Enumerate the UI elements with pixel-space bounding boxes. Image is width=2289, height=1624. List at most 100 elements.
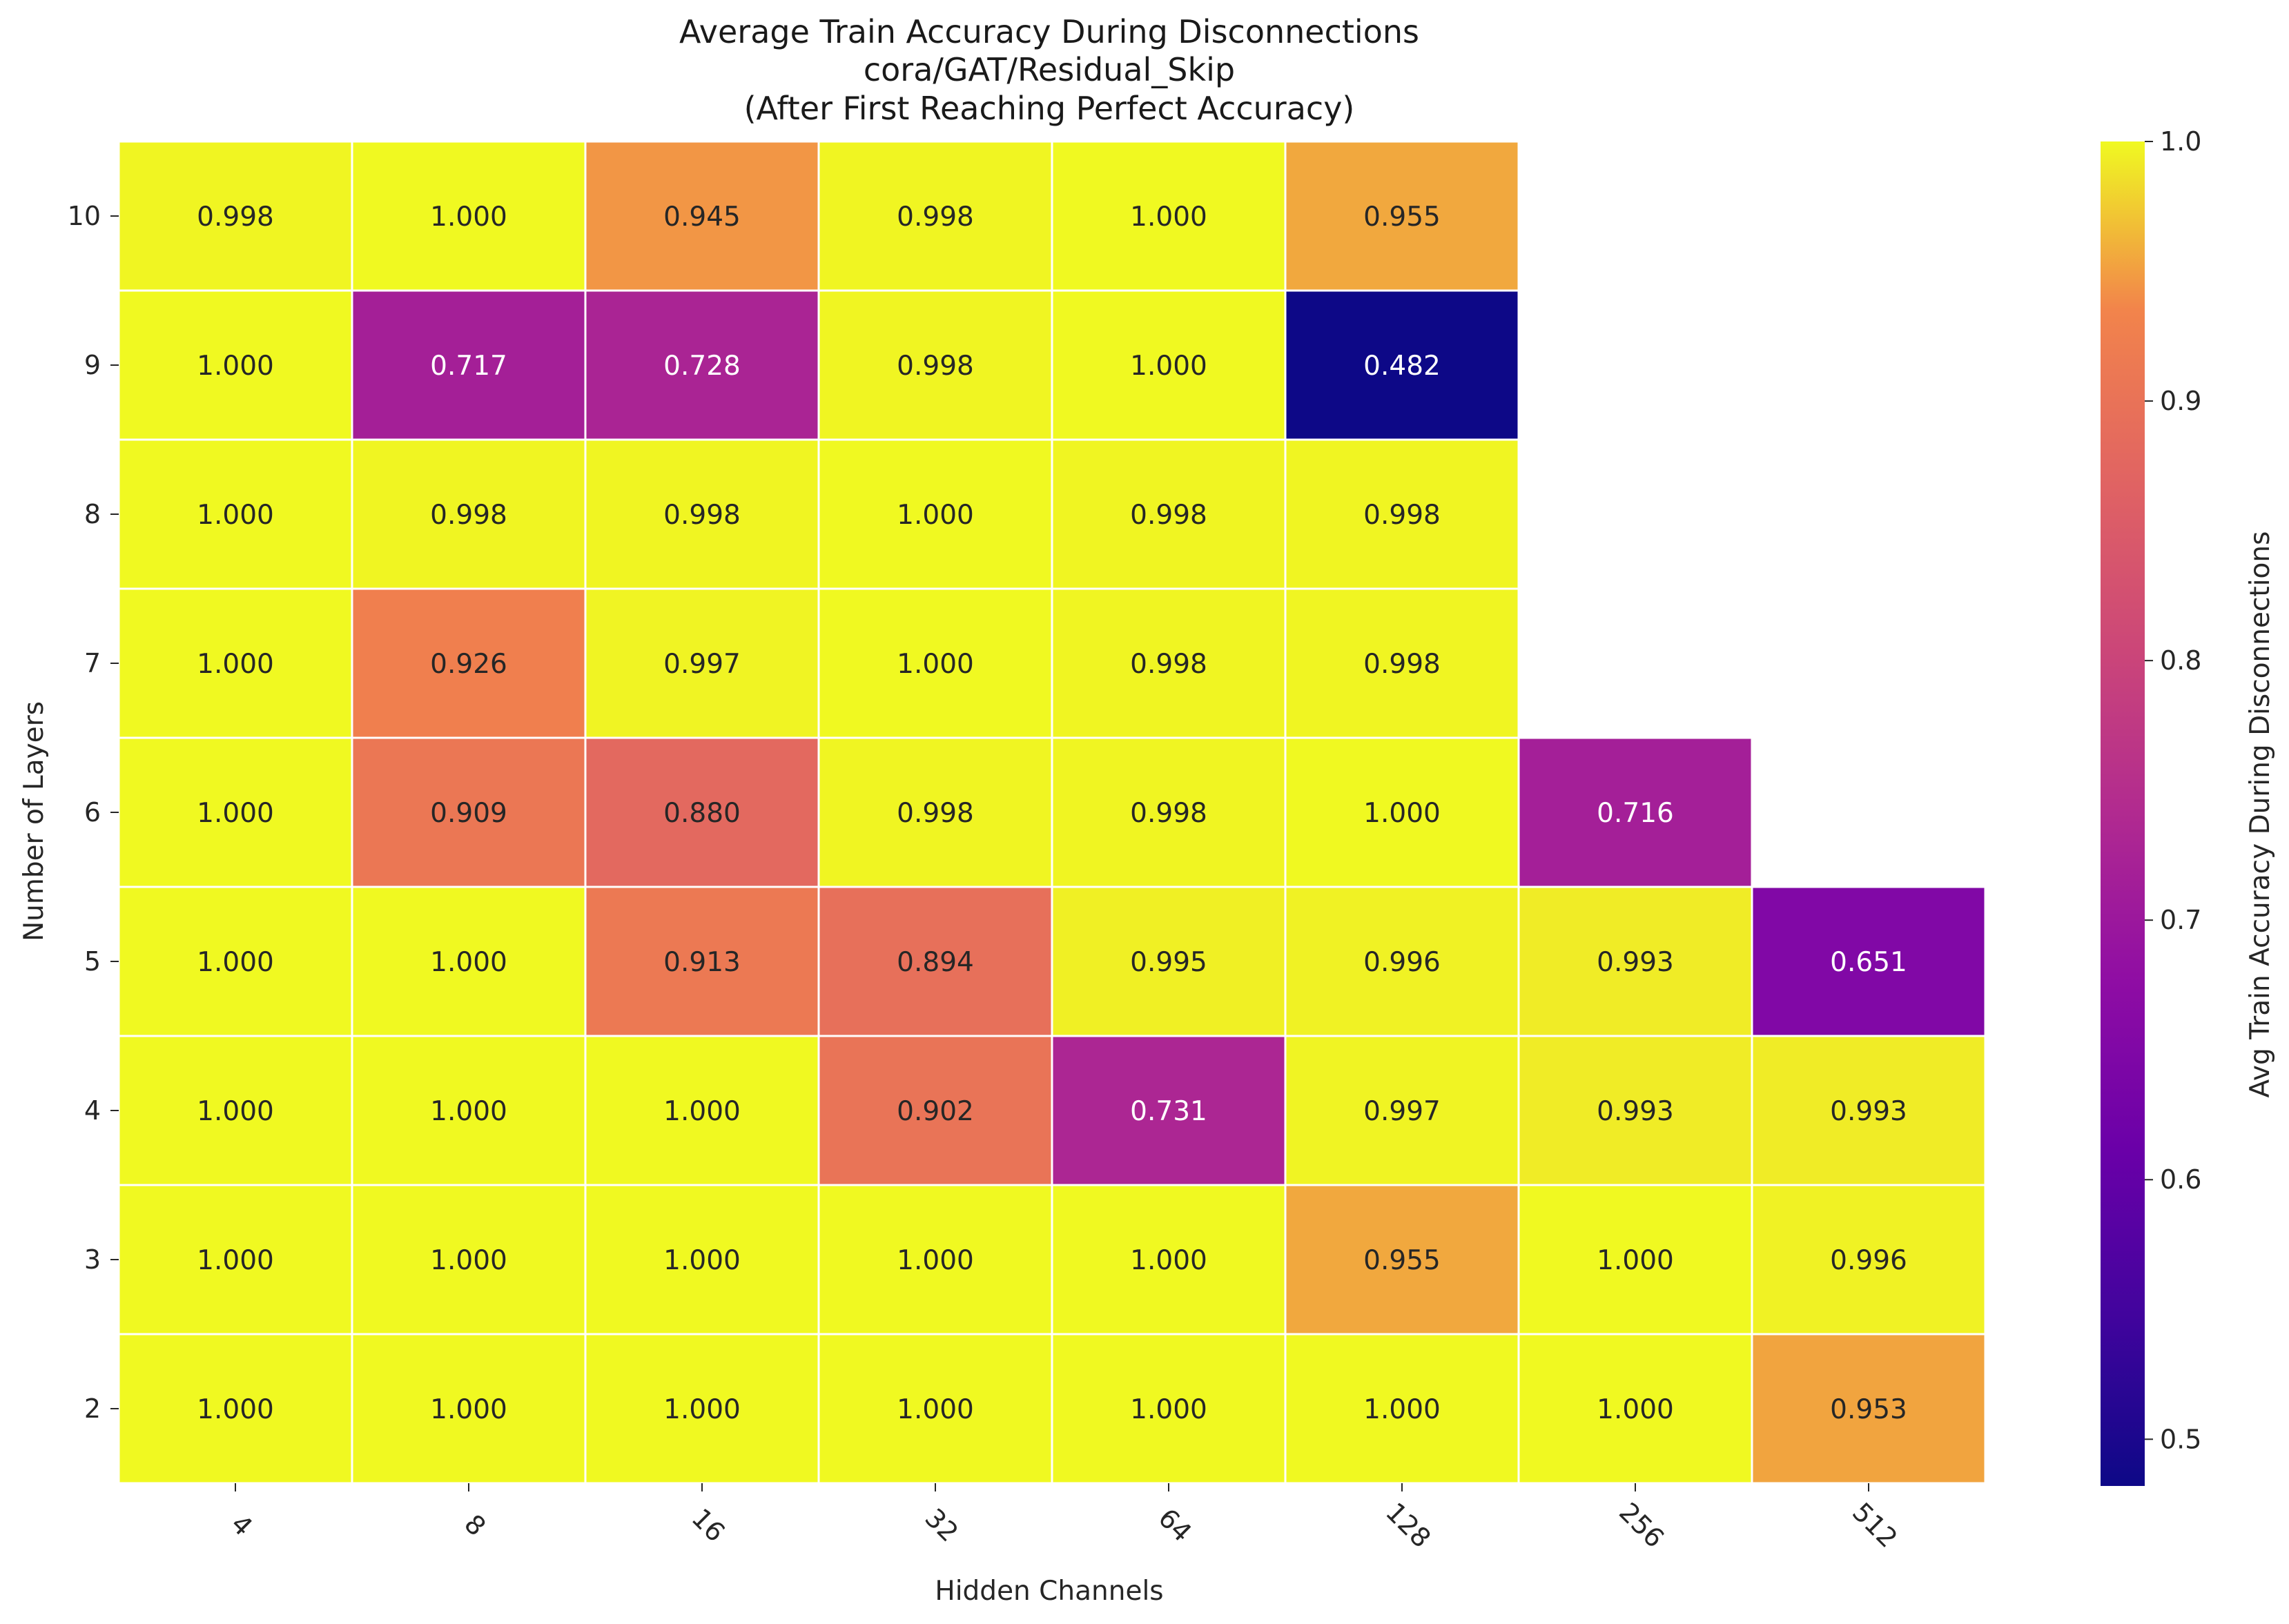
heatmap-cell-value: 1.000	[663, 1096, 741, 1127]
heatmap-cell-value: 0.998	[1130, 649, 1207, 680]
heatmap-cell	[117, 438, 353, 590]
heatmap-cell	[1751, 886, 1987, 1037]
heatmap-cell-value: 0.998	[1130, 500, 1207, 531]
colorbar-gradient	[2101, 141, 2145, 1486]
heatmap-cell	[817, 1035, 1053, 1186]
x-tick-label: 8	[458, 1509, 491, 1542]
colorbar-ticks: 0.5 0.6 0.7 0.8 0.9 1.0	[2145, 126, 2201, 1454]
heatmap-cell-value: 0.998	[1363, 500, 1441, 531]
heatmap-cell-value: 1.000	[430, 1245, 507, 1276]
heatmap-cell-value: 0.926	[430, 649, 507, 680]
heatmap-cell	[1051, 736, 1287, 888]
y-tick-label: 4	[84, 1095, 101, 1126]
heatmap-cell	[1284, 140, 1520, 292]
heatmap-cell-value: 1.000	[1130, 351, 1207, 382]
heatmap-cell	[351, 438, 587, 590]
y-tick-label: 3	[84, 1244, 101, 1275]
chart-title-line-2: cora/GAT/Residual_Skip	[864, 51, 1235, 88]
heatmap-cell-value: 0.955	[1363, 1245, 1441, 1276]
x-tick-label: 32	[919, 1503, 964, 1547]
heatmap-cell-value: 0.717	[430, 351, 507, 382]
heatmap-cell-value: 0.482	[1363, 351, 1441, 382]
heatmap-cell	[817, 587, 1053, 739]
heatmap-cell-value: 1.000	[897, 1245, 974, 1276]
heatmap-cell-value: 1.000	[897, 1394, 974, 1425]
heatmap-cell	[584, 736, 820, 888]
x-axis-ticks: 4 8 16 32 64 128 256 512	[225, 1483, 1903, 1554]
heatmap-cell-value: 0.998	[1130, 798, 1207, 829]
heatmap-cell	[117, 1035, 353, 1186]
heatmap-cell	[351, 587, 587, 739]
y-axis-ticks: 10 9 8 7 6 5 4 3 2	[68, 201, 119, 1424]
heatmap-cell	[1051, 438, 1287, 590]
heatmap-cell	[584, 438, 820, 590]
heatmap-cell-value: 0.909	[430, 798, 507, 829]
y-tick-label: 10	[68, 201, 101, 231]
heatmap-cell	[1284, 289, 1520, 441]
heatmap-cell	[1284, 1184, 1520, 1336]
x-tick-label: 16	[686, 1503, 731, 1547]
heatmap-cell	[1284, 587, 1520, 739]
heatmap-cell	[1051, 140, 1287, 292]
heatmap-cell-labels: 0.998 1.000 0.945 0.998 1.000 0.955 1.000 0.717…	[197, 202, 1907, 1425]
y-tick-label: 9	[84, 350, 101, 380]
heatmap-cell-value: 0.716	[1597, 798, 1674, 829]
heatmap-cell-value: 1.000	[430, 1394, 507, 1425]
heatmap-cell	[351, 140, 587, 292]
chart-title-line-1: Average Train Accuracy During Disconnect…	[679, 13, 1419, 50]
heatmap-cell-value: 1.000	[663, 1245, 741, 1276]
heatmap-cell	[817, 438, 1053, 590]
x-tick-label: 512	[1847, 1497, 1903, 1554]
chart-title-line-3: (After First Reaching Perfect Accuracy)	[744, 90, 1355, 127]
heatmap-cells	[117, 140, 1987, 1485]
heatmap-cell	[1284, 438, 1520, 590]
heatmap-cell-value: 1.000	[1597, 1245, 1674, 1276]
y-axis-label: Number of Layers	[19, 701, 50, 941]
heatmap-cell-value: 0.996	[1830, 1245, 1907, 1276]
heatmap-cell	[817, 1184, 1053, 1336]
heatmap-cell-value: 0.728	[663, 351, 741, 382]
heatmap-cell-value: 1.000	[1363, 798, 1441, 829]
heatmap-cell-value: 0.913	[663, 947, 741, 978]
heatmap-cell-value: 1.000	[897, 649, 974, 680]
heatmap-cell-value: 0.651	[1830, 947, 1907, 978]
heatmap-cell-value: 0.902	[897, 1096, 974, 1127]
heatmap-cell-value: 1.000	[197, 1245, 274, 1276]
heatmap-cell-value: 1.000	[1130, 1394, 1207, 1425]
heatmap-cell	[1051, 886, 1287, 1037]
heatmap-cell	[117, 140, 353, 292]
heatmap-cell-value: 0.945	[663, 202, 741, 233]
heatmap-cell-value: 0.998	[430, 500, 507, 531]
heatmap-cell-value: 1.000	[197, 1096, 274, 1127]
heatmap-cell-value: 0.995	[1130, 947, 1207, 978]
heatmap-cell	[584, 1184, 820, 1336]
colorbar-tick-label: 1.0	[2160, 126, 2201, 157]
heatmap-cell-value: 1.000	[197, 351, 274, 382]
heatmap-cell	[1284, 1333, 1520, 1485]
heatmap-cell-value: 1.000	[1130, 202, 1207, 233]
x-tick-label: 256	[1613, 1497, 1670, 1554]
heatmap-cell	[351, 1333, 587, 1485]
colorbar-tick-label: 0.5	[2160, 1424, 2201, 1454]
heatmap-cell	[817, 289, 1053, 441]
heatmap-cell	[117, 587, 353, 739]
heatmap-cell	[1284, 886, 1520, 1037]
heatmap-cell	[1517, 1184, 1753, 1336]
heatmap-cell-value: 0.998	[897, 798, 974, 829]
heatmap-cell	[351, 1184, 587, 1336]
heatmap-cell	[817, 140, 1053, 292]
heatmap-cell	[584, 1035, 820, 1186]
heatmap-cell-value: 1.000	[197, 649, 274, 680]
x-tick-label: 64	[1153, 1503, 1198, 1547]
heatmap-cell	[817, 1333, 1053, 1485]
heatmap-cell-value: 0.993	[1597, 1096, 1674, 1127]
heatmap-cell-value: 0.997	[1363, 1096, 1441, 1127]
heatmap-cell	[1517, 1035, 1753, 1186]
heatmap-cell-value: 0.996	[1363, 947, 1441, 978]
colorbar-tick-label: 0.9	[2160, 386, 2201, 416]
heatmap-cell-value: 0.997	[663, 649, 741, 680]
heatmap-cell	[351, 289, 587, 441]
colorbar-tick-label: 0.6	[2160, 1164, 2201, 1195]
heatmap-cell-value: 1.000	[430, 202, 507, 233]
